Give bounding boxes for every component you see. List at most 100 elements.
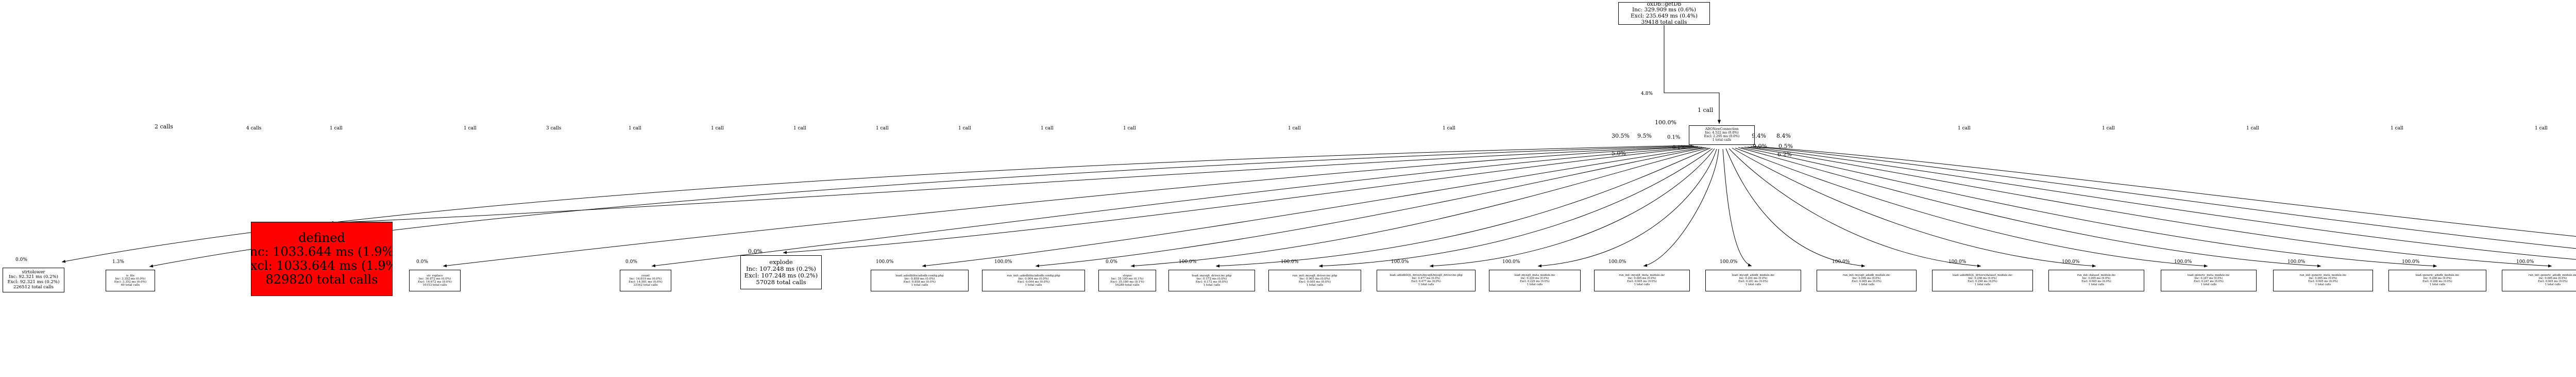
node-exclusive-time: Excl: 0.005 ms (0.0%) <box>2081 280 2111 283</box>
node-exclusive-time: Excl: 92.321 ms (0.2%) <box>7 280 60 285</box>
node-function-name: oxDb::getDb <box>1647 2 1682 7</box>
node-inclusive-time: Inc: 0.208 ms (0.0%) <box>2423 277 2452 281</box>
node-inclusive-time: Inc: 0.005 ms (0.0%) <box>2082 277 2111 281</box>
edge-label-e-c7: 1 call <box>793 126 806 131</box>
node-total-calls: 1 total calls <box>1634 283 1650 286</box>
node-total-calls: 1 total calls <box>1418 283 1434 286</box>
graph-node-getdb[interactable]: oxDb::getDb Inc: 329.909 ms (0.6%) Excl: 2… <box>1618 2 1710 25</box>
edge-label-e-c13: 1 call <box>1443 126 1455 131</box>
node-inclusive-time: Inc: 0.004 ms (0.0%) <box>1018 277 1049 281</box>
edge-label-e-isfile-pct: 1.3% <box>112 259 124 265</box>
edge-label-e-strpos-pct: 0.0% <box>1106 259 1117 265</box>
node-total-calls: 829820 total calls <box>265 272 378 287</box>
node-inclusive-time: Inc: 0.298 ms (0.0%) <box>1968 277 1997 281</box>
edge-label-e-runinit-genadodb-pct: 100.0% <box>2516 259 2534 265</box>
node-exclusive-time: Excl: 2.295 ms (0.0%) <box>1704 135 1740 138</box>
edge-label-e-load-genadodb-pct: 100.0% <box>2402 259 2420 265</box>
node-function-name: explode <box>769 258 793 266</box>
node-total-calls: 39418 total calls <box>1641 19 1687 25</box>
graph-node-run_init_dataset_module[interactable]: run_init::dataset_module.inc Inc: 0.005 m… <box>2048 270 2144 291</box>
node-exclusive-time: Excl: 0.247 ms (0.0%) <box>2194 280 2224 283</box>
node-function-name: run_init::dataset_module.inc <box>2077 274 2116 277</box>
graph-node-count[interactable]: count Inc: 14.619 ms (0.0%) Excl: 14.581 m… <box>620 270 671 291</box>
node-function-name: defined <box>298 231 345 245</box>
node-total-calls: 226512 total calls <box>13 284 54 290</box>
graph-node-load_adodblite_config[interactable]: load::adodblite/adodb.config.php Inc: 0.8… <box>871 270 969 291</box>
graph-node-strtolower[interactable]: strtolower Inc: 92.321 ms (0.2%) Excl: 92.… <box>3 268 64 292</box>
node-function-name: load::mysqlt_meta_module.inc <box>1514 274 1555 277</box>
graph-node-run_init_generic_adodb_module[interactable]: run_init::generic_adodb_module.inc Inc: 0… <box>2502 270 2576 291</box>
node-inclusive-time: Inc: 35.180 ms (0.1%) <box>1111 277 1144 281</box>
node-exclusive-time: Excl: 3.352 ms (0.0%) <box>114 281 147 284</box>
graph-node-load_mysqlt_driver[interactable]: load::mysqlt_driver.inc.php Inc: 0.172 ms… <box>1168 270 1255 291</box>
edge-label-e-runinit-genmeta-pct: 100.0% <box>2287 259 2306 265</box>
graph-node-load_mysqlt_meta_module[interactable]: load::mysqlt_meta_module.inc Inc: 0.229 m… <box>1489 270 1581 291</box>
edge-label-e-c8: 1 call <box>876 126 889 131</box>
edge-label-e-ado-fan-1: 30.5% <box>1612 133 1630 139</box>
edge-label-e-ado-fan-9: 5.0% <box>1612 150 1626 157</box>
node-exclusive-time: Excl: 0.005 ms (0.0%) <box>1627 280 1657 283</box>
node-inclusive-time: Inc: 0.005 ms (0.0%) <box>1852 277 1881 281</box>
node-inclusive-time: Inc: 0.005 ms (0.0%) <box>1299 277 1330 281</box>
graph-node-run_init_generic_meta_module[interactable]: run_init::generic_meta_module.inc Inc: 0.… <box>2273 270 2373 291</box>
node-total-calls: 1 total calls <box>1858 283 1875 286</box>
edge-label-e-defined-pct: 2 calls <box>155 123 173 130</box>
node-total-calls: 1 total calls <box>1306 284 1324 287</box>
node-function-name: load::generic_meta_module.inc <box>2188 274 2230 277</box>
node-total-calls: 1 total calls <box>1527 283 1543 286</box>
edge-label-e-c14: 1 call <box>1958 126 1971 131</box>
graph-node-load_generic_adodb_module[interactable]: load::generic_adodb_module.inc Inc: 0.208… <box>2388 270 2486 291</box>
node-exclusive-time: Excl: 0.005 ms (0.0%) <box>2308 280 2338 283</box>
node-inclusive-time: Inc: 0.172 ms (0.0%) <box>1196 277 1227 281</box>
graph-node-is_file[interactable]: is_file Inc: 3.352 ms (0.0%) Excl: 3.352 m… <box>106 270 155 291</box>
graph-node-load_mysqlt_adodb_module[interactable]: load::mysqlt_adodb_module.inc Inc: 0.201 … <box>1705 270 1801 291</box>
graph-node-run_init_mysqlt_adodb_module[interactable]: run_init::mysqlt_adodb_module.inc Inc: 0.… <box>1817 270 1917 291</box>
edge-label-e-load-mysqltadodb-pct: 100.0% <box>1720 259 1738 265</box>
node-exclusive-time: Excl: 14.581 ms (0.0%) <box>629 281 663 284</box>
node-exclusive-time: Excl: 0.858 ms (0.0%) <box>903 281 936 284</box>
node-function-name: is_file <box>126 274 135 277</box>
node-function-name: strtolower <box>22 269 45 275</box>
node-inclusive-time: Inc: 0.858 ms (0.0%) <box>904 277 935 281</box>
edge-label-e-c1: 4 calls <box>246 126 262 131</box>
graph-node-load_adodb_mysqlt_module[interactable]: load::adodbSQL_drivers/mysqlt/mysqlt_dri… <box>1377 270 1476 291</box>
edge-label-e-ado-fan-10: 0.1% <box>1672 145 1686 151</box>
node-total-calls: 1 total calls <box>1974 283 1991 286</box>
node-inclusive-time: Inc: 0.201 ms (0.0%) <box>1739 277 1768 281</box>
edge-label-e-ado-fan-5: 8.4% <box>1776 133 1791 139</box>
graph-node-run_init_adodblite_config[interactable]: run_init::adodblite/adodb.config.php Inc:… <box>982 270 1085 291</box>
graph-node-explode[interactable]: explode Inc: 107.248 ms (0.2%) Excl: 107.2… <box>740 255 822 289</box>
edge-label-e-ado-fan-2: 9.5% <box>1637 133 1652 139</box>
edge-label-e-getdb-ado-pct: 4.8% <box>1641 91 1653 96</box>
edge-label-e-load-mysqlt-pct: 100.0% <box>1179 259 1197 265</box>
node-exclusive-time: Excl: 1033.644 ms (1.9%) <box>251 258 392 273</box>
node-inclusive-time: Inc: 1033.644 ms (1.9%) <box>251 244 393 259</box>
node-inclusive-time: Inc: 0.477 ms (0.0%) <box>1412 277 1440 281</box>
node-exclusive-time: Excl: 235.649 ms (0.4%) <box>1630 13 1698 19</box>
node-inclusive-time: Inc: 0.229 ms (0.0%) <box>1520 277 1549 281</box>
node-total-calls: 33162 total calls <box>633 284 658 287</box>
node-inclusive-time: Inc: 329.909 ms (0.6%) <box>1632 7 1696 13</box>
node-total-calls: 10153 total calls <box>422 284 447 287</box>
graph-node-run_init_mysqlt_meta_module[interactable]: run_init::mysqlt_meta_module.inc Inc: 0.0… <box>1594 270 1690 291</box>
graph-node-adonewconnection[interactable]: ADONewConnection Inc: 4.522 ms (0.0%) Excl… <box>1689 125 1755 145</box>
graph-node-str_replace[interactable]: str_replace Inc: 16.672 ms (0.0%) Excl: 16… <box>409 270 461 291</box>
node-total-calls: 1 total calls <box>2088 283 2105 286</box>
graph-node-load_generic_meta_module[interactable]: load::generic_meta_module.inc Inc: 0.247 … <box>2161 270 2257 291</box>
node-total-calls: 1 total calls <box>2200 283 2217 286</box>
graph-node-strpos[interactable]: strpos Inc: 35.180 ms (0.1%) Excl: 35.180 … <box>1098 270 1156 291</box>
node-exclusive-time: Excl: 0.229 ms (0.0%) <box>1520 280 1550 283</box>
node-total-calls: 1 total calls <box>911 284 928 287</box>
node-function-name: run_init::generic_adodb_module.inc <box>2528 274 2576 277</box>
graph-node-run_init_mysqlt_driver[interactable]: run_init::mysqlt_driver.inc.php Inc: 0.00… <box>1268 270 1361 291</box>
edge-label-e-runinit-mysqltadodb-pct: 100.0% <box>1832 259 1850 265</box>
edge-label-e-explode-pct: 0.0% <box>748 248 762 255</box>
node-exclusive-time: Excl: 0.004 ms (0.0%) <box>1017 281 1050 284</box>
node-function-name: run_init::mysqlt_adodb_module.inc <box>1843 274 1890 277</box>
node-function-name: run_init::mysqlt_driver.inc.php <box>1292 274 1337 277</box>
node-function-name: run_init::mysqlt_meta_module.inc <box>1619 274 1665 277</box>
graph-node-load_adodb_dataset_module[interactable]: load::adodbSQL_drivers/dataset_module.in… <box>1932 270 2033 291</box>
edge-label-e-c16: 1 call <box>2246 126 2259 131</box>
edge-label-e-count-pct: 0.0% <box>625 259 637 265</box>
